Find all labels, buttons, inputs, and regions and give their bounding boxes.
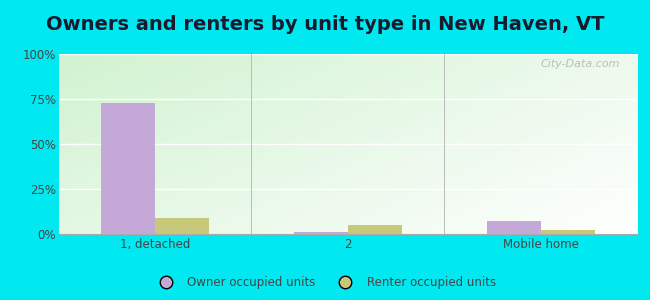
- Bar: [294, 232, 348, 234]
- Bar: [487, 221, 541, 234]
- Bar: [101, 103, 155, 234]
- Legend: Owner occupied units, Renter occupied units: Owner occupied units, Renter occupied un…: [150, 272, 500, 294]
- Text: Owners and renters by unit type in New Haven, VT: Owners and renters by unit type in New H…: [46, 15, 605, 34]
- Text: City-Data.com: City-Data.com: [540, 59, 619, 69]
- Bar: [541, 230, 595, 234]
- Bar: [155, 218, 209, 234]
- Bar: [348, 225, 402, 234]
